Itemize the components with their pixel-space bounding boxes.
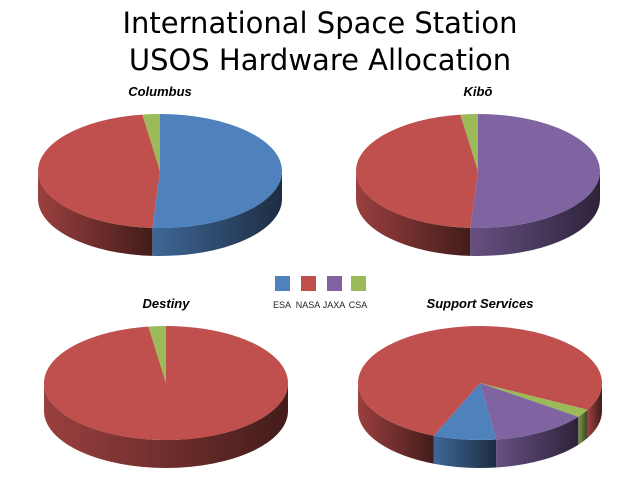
pie-title: Support Services [427, 296, 534, 311]
legend-swatch-nasa [301, 276, 316, 291]
pie-slice-jaxa [480, 383, 579, 440]
pie-slice-csa [460, 114, 478, 171]
pie-slice-nasa [37, 114, 160, 228]
pie-slice-nasa [43, 326, 288, 440]
legend-label-esa: ESA [273, 300, 291, 310]
pie-side-jaxa [470, 171, 600, 256]
pie-support-services: Support Services [358, 296, 602, 469]
legend-label-csa: CSA [349, 300, 368, 310]
pie-title: Columbus [128, 84, 192, 99]
pie-side-jaxa [496, 416, 579, 468]
legend-swatch-csa [351, 276, 366, 291]
pie-side-nasa [44, 383, 288, 468]
pie-destiny: Destiny [43, 296, 288, 468]
pie-side-csa [578, 409, 588, 445]
chart-title-line-1: International Space Station [122, 6, 518, 40]
pie-columbus: Columbus [37, 84, 282, 256]
pie-slice-esa [433, 383, 497, 440]
legend-label-nasa: NASA [296, 300, 321, 310]
pie-side-esa [152, 171, 282, 256]
legend-swatch-jaxa [327, 276, 342, 291]
legend-swatch-esa [275, 276, 290, 291]
pie-side-nasa [587, 383, 602, 438]
pie-title: Destiny [143, 296, 191, 311]
pie-slice-esa [152, 114, 282, 228]
pie-kib-: Kibō [355, 84, 600, 256]
pie-slice-jaxa [470, 114, 600, 228]
pie-title: Kibō [464, 84, 493, 99]
pie-slice-nasa [358, 326, 602, 436]
legend-label-jaxa: JAXA [323, 300, 346, 310]
chart-title-line-2: USOS Hardware Allocation [128, 43, 512, 77]
pie-side-nasa [356, 171, 471, 256]
pie-slice-csa [142, 114, 160, 171]
legend: ESA NASA JAXA CSA [273, 276, 367, 310]
pie-slice-csa [148, 326, 166, 383]
pie-slice-csa [480, 383, 588, 417]
pie-side-esa [433, 435, 497, 469]
pie-side-nasa [358, 383, 434, 464]
pie-side-nasa [38, 171, 153, 256]
pie-slice-nasa [355, 114, 478, 228]
